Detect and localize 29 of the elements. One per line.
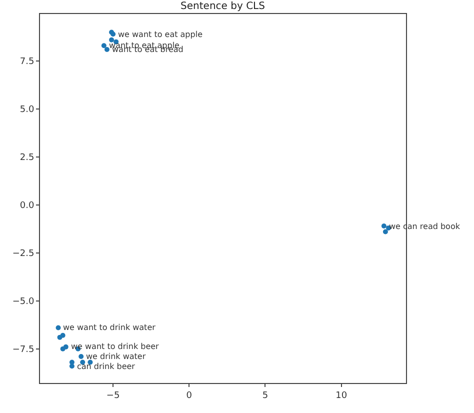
y-tick-label: 2.5 [20, 153, 34, 164]
point [69, 364, 74, 369]
annotation: we want to drink water [63, 323, 156, 332]
annotation: can drink beer [77, 362, 136, 371]
y-tick-label: 5.0 [20, 105, 34, 116]
y-tick-label: 7.5 [20, 57, 34, 68]
point [88, 360, 93, 365]
point [109, 37, 114, 42]
point [56, 325, 61, 330]
y-tick-label: −2.5 [12, 249, 34, 260]
point [101, 43, 106, 48]
point [382, 229, 388, 234]
point [381, 224, 386, 229]
chart-title: Sentence by CLS [180, 1, 265, 12]
y-tick-label: −7.5 [12, 344, 34, 355]
x-tick-label: 10 [336, 390, 348, 401]
point [104, 47, 110, 52]
point [80, 360, 86, 365]
point [63, 344, 68, 350]
point [78, 354, 84, 360]
point [60, 332, 66, 338]
annotation: we want to eat apple [118, 30, 203, 39]
annotation: we drink water [86, 352, 146, 361]
annotation: we want to drink beer [71, 342, 160, 351]
y-tick-label: −5.0 [12, 297, 34, 308]
x-tick-label: 0 [186, 390, 192, 401]
x-tick-label: −5 [106, 390, 120, 401]
y-tick-label: 0.0 [20, 201, 34, 212]
x-tick-label: 5 [262, 390, 268, 401]
